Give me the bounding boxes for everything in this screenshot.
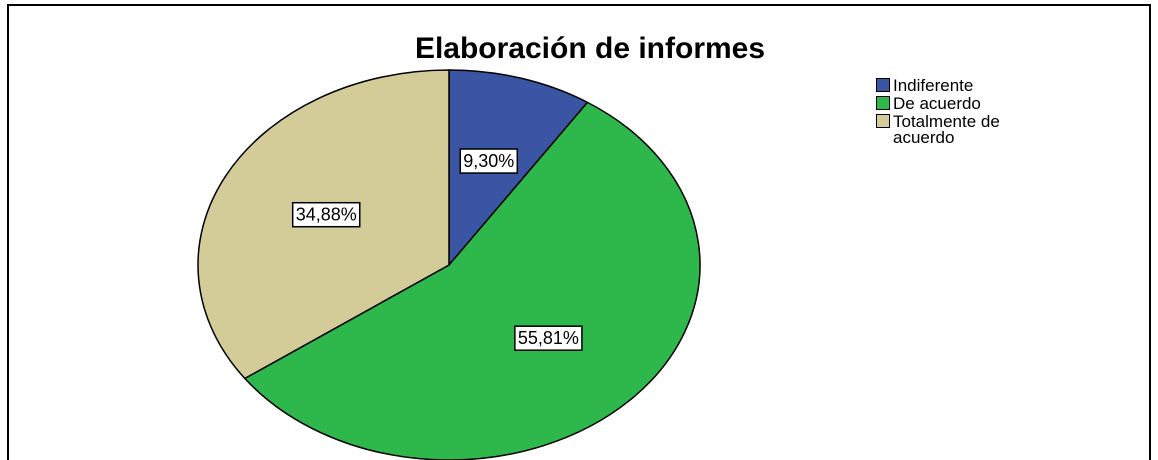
frame (7, 4, 1151, 460)
legend: Indiferente De acuerdo Totalmente de acuer… (876, 76, 1026, 148)
pie-slice (448, 69, 589, 268)
legend-item: Totalmente de acuerdo (876, 112, 1026, 147)
legend-swatch (876, 78, 890, 92)
data-label: 9,30% (463, 151, 514, 171)
legend-label: Indiferente (893, 76, 974, 95)
legend-swatch (876, 114, 890, 128)
legend-label: De acuerdo (893, 94, 981, 113)
chart-title: Elaboración de informes (415, 32, 765, 65)
data-label-box (514, 325, 583, 351)
data-label-box (459, 148, 519, 174)
data-label: 34,88% (296, 205, 357, 225)
legend-item: De acuerdo (876, 94, 1026, 113)
pie-slice (243, 101, 701, 460)
data-label: 55,81% (518, 328, 579, 348)
legend-item: Indiferente (876, 76, 1026, 95)
legend-label: Totalmente de acuerdo (893, 112, 1000, 147)
legend-swatch (876, 96, 890, 110)
data-label-box (291, 201, 361, 228)
